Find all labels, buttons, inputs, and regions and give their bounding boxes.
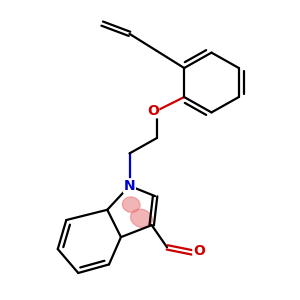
Ellipse shape [130,209,152,227]
Text: O: O [147,104,159,118]
Ellipse shape [122,197,140,212]
Text: N: N [124,179,135,193]
Text: O: O [193,244,205,258]
